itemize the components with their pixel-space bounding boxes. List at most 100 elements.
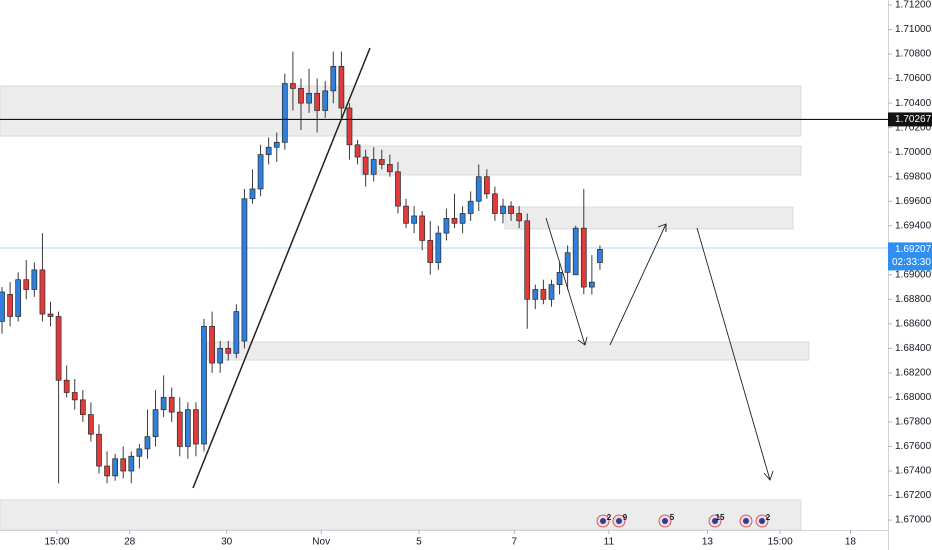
zone: [204, 341, 810, 361]
candle-body: [281, 83, 288, 143]
candle-body: [225, 348, 232, 354]
candle-body: [354, 144, 361, 158]
candle-body: [257, 154, 264, 190]
candle-body: [217, 348, 224, 364]
y-tick-label: 1.67000: [895, 515, 932, 526]
candle-body: [451, 218, 458, 224]
candle-body: [71, 392, 78, 401]
zone: [504, 206, 794, 230]
candle-body: [370, 159, 377, 175]
y-tick-label: 1.68600: [895, 318, 932, 329]
candle-body: [152, 409, 159, 437]
candle-body: [346, 107, 353, 146]
countdown: 02:33:30: [892, 257, 931, 268]
candle-body: [330, 65, 337, 92]
candle-body: [492, 193, 498, 214]
x-tick-label: 5: [416, 537, 422, 548]
y-tick-label: 1.70200: [895, 122, 932, 133]
event-flag: [759, 518, 765, 524]
candle-body: [298, 88, 304, 104]
zone: [0, 85, 802, 137]
candle-body: [0, 291, 5, 322]
candles: [0, 51, 603, 484]
candle-body: [160, 397, 167, 411]
y-tick-label: 1.68800: [895, 294, 932, 305]
y-tick-label: 1.70000: [895, 147, 932, 158]
event-flag: [600, 518, 606, 524]
candle-body: [411, 215, 417, 224]
y-tick-label: 1.69800: [895, 171, 932, 182]
candle-body: [249, 188, 256, 200]
event-count: 2: [766, 513, 771, 522]
event-flag: [662, 518, 668, 524]
candle-body: [168, 397, 175, 413]
candle-body: [597, 249, 603, 263]
y-tick-label: 1.71200: [895, 0, 932, 11]
candle-body: [467, 200, 474, 214]
candle-body: [112, 458, 118, 477]
y-tick-label: 1.68200: [895, 368, 932, 379]
y-tick-label: 1.71000: [895, 24, 932, 35]
candle-body: [104, 465, 110, 477]
event-count: 9: [623, 513, 628, 522]
x-tick-label: 30: [221, 537, 233, 548]
candle-body: [378, 159, 385, 165]
candle-body: [136, 448, 143, 457]
candle-body: [419, 215, 426, 241]
candle-body: [387, 164, 393, 173]
y-tick-label: 1.70400: [895, 98, 932, 109]
x-tick-label: 15:00: [44, 537, 69, 548]
candle-body: [556, 271, 563, 285]
candle-body: [483, 176, 490, 195]
candle-body: [31, 269, 38, 290]
event-count: 15: [716, 513, 725, 522]
y-tick-label: 1.70800: [895, 49, 932, 60]
candle-body: [306, 92, 312, 104]
drawings: [192, 47, 774, 489]
candle-body: [395, 171, 401, 207]
candle-body: [193, 409, 199, 445]
candle-body: [233, 311, 240, 354]
candle-body: [144, 436, 151, 450]
last-price-label: 1.69207: [895, 244, 932, 255]
candle-body: [273, 142, 280, 148]
candle-body: [500, 205, 506, 214]
candle-body: [79, 399, 86, 415]
candle-body: [572, 227, 579, 276]
x-tick-label: 13: [702, 537, 714, 548]
candle-body: [516, 213, 522, 222]
y-tick-label: 1.69000: [895, 269, 932, 280]
candle-body: [96, 433, 102, 467]
candle-body: [88, 414, 94, 435]
trend-line: [192, 47, 371, 489]
candle-body: [427, 240, 434, 263]
candle-body: [475, 176, 482, 202]
y-tick-label: 1.67600: [895, 441, 932, 452]
candle-body: [63, 379, 70, 393]
candle-body: [23, 279, 30, 290]
candle-body: [548, 284, 555, 300]
candle-body: [185, 409, 191, 447]
candle-body: [508, 205, 514, 214]
candle-body: [7, 294, 13, 317]
candle-body: [580, 227, 587, 288]
arrow: [545, 217, 588, 346]
candle-body: [47, 313, 54, 317]
candle-body: [176, 411, 183, 447]
zone: [360, 145, 802, 176]
y-tick-label: 1.68000: [895, 392, 932, 403]
candle-body: [55, 316, 62, 381]
zone: [0, 499, 802, 531]
event-flag: [616, 518, 622, 524]
candle-body: [128, 455, 135, 472]
candle-body: [403, 205, 409, 224]
y-tick-label: 1.69600: [895, 196, 932, 207]
event-flag: [743, 518, 749, 524]
x-tick-label: Nov: [312, 537, 330, 548]
x-tick-label: 28: [124, 537, 136, 548]
arrow: [609, 223, 667, 346]
y-tick-label: 1.69400: [895, 220, 932, 231]
x-tick-label: 7: [512, 537, 518, 548]
